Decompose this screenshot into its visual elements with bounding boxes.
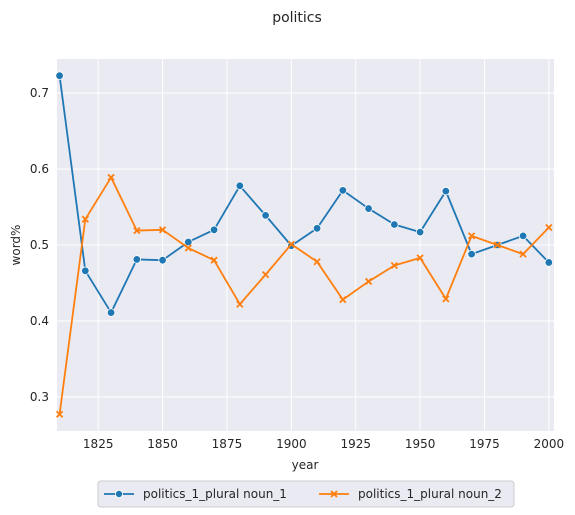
x-tick-label: 2000 xyxy=(534,437,565,451)
legend-label-2: politics_1_plural noun_2 xyxy=(358,487,502,501)
grid-lines xyxy=(57,59,554,431)
legend-box xyxy=(97,480,515,508)
data-point xyxy=(235,181,245,190)
series-line-2 xyxy=(58,176,550,415)
x-tick-label: 1975 xyxy=(469,437,500,451)
series-layer xyxy=(55,71,554,418)
data-point xyxy=(106,308,116,317)
data-point xyxy=(416,254,424,262)
data-point xyxy=(493,241,501,249)
y-tick-label: 0.4 xyxy=(30,314,49,328)
y-axis-ticks: 0.3 0.4 0.5 0.6 0.7 xyxy=(30,86,49,404)
series-line-1 xyxy=(58,75,550,314)
chart-title: politics xyxy=(272,10,322,26)
data-point xyxy=(313,258,321,266)
data-point xyxy=(390,261,398,270)
data-point xyxy=(184,237,193,247)
x-tick-label: 1950 xyxy=(405,437,436,451)
data-point xyxy=(544,258,554,267)
data-point xyxy=(390,220,399,229)
data-point xyxy=(55,410,64,418)
data-point xyxy=(441,186,451,196)
data-point xyxy=(287,240,295,248)
series-2 xyxy=(55,173,553,418)
x-tick-label: 1825 xyxy=(83,437,114,451)
data-point xyxy=(442,295,450,303)
x-tick-label: 1900 xyxy=(276,437,307,451)
x-axis-ticks: 1825 1850 1875 1900 1925 1950 1975 2000 xyxy=(83,437,564,451)
data-point xyxy=(81,215,89,223)
legend-marker-2 xyxy=(330,490,338,498)
legend-label-1: politics_1_plural noun_1 xyxy=(143,487,287,501)
data-point xyxy=(364,204,373,213)
data-point xyxy=(55,71,64,80)
x-tick-label: 1850 xyxy=(147,437,178,451)
data-point xyxy=(209,225,219,235)
x-axis-label: year xyxy=(292,458,319,472)
y-tick-label: 0.3 xyxy=(30,390,49,404)
data-point xyxy=(467,232,476,240)
legend-entry-2: politics_1_plural noun_2 xyxy=(319,487,502,501)
data-point xyxy=(261,270,270,279)
data-point xyxy=(132,255,142,264)
legend-marker-1 xyxy=(115,489,124,498)
data-point xyxy=(261,211,270,220)
data-point xyxy=(339,296,347,304)
data-point xyxy=(467,249,476,259)
legend: politics_1_plural noun_1 politics_1_plur… xyxy=(97,480,515,508)
data-point xyxy=(519,250,527,258)
y-axis-label: word% xyxy=(9,225,23,266)
data-point xyxy=(107,173,115,182)
data-point xyxy=(158,255,167,265)
y-tick-label: 0.7 xyxy=(30,86,49,100)
y-tick-label: 0.5 xyxy=(30,238,49,252)
data-point xyxy=(312,224,322,233)
data-point xyxy=(133,226,141,235)
data-point xyxy=(338,186,348,195)
data-point xyxy=(158,226,167,234)
data-point xyxy=(236,300,244,308)
x-tick-label: 1875 xyxy=(212,437,243,451)
data-point xyxy=(415,227,425,237)
data-point xyxy=(210,256,218,264)
x-tick-label: 1925 xyxy=(340,437,371,451)
data-point xyxy=(81,266,90,276)
data-point xyxy=(545,223,553,232)
data-point xyxy=(364,277,373,286)
y-tick-label: 0.6 xyxy=(30,162,49,176)
legend-entry-1: politics_1_plural noun_1 xyxy=(104,487,287,501)
data-point xyxy=(518,231,528,241)
data-point xyxy=(184,244,192,252)
series-1 xyxy=(55,71,554,317)
